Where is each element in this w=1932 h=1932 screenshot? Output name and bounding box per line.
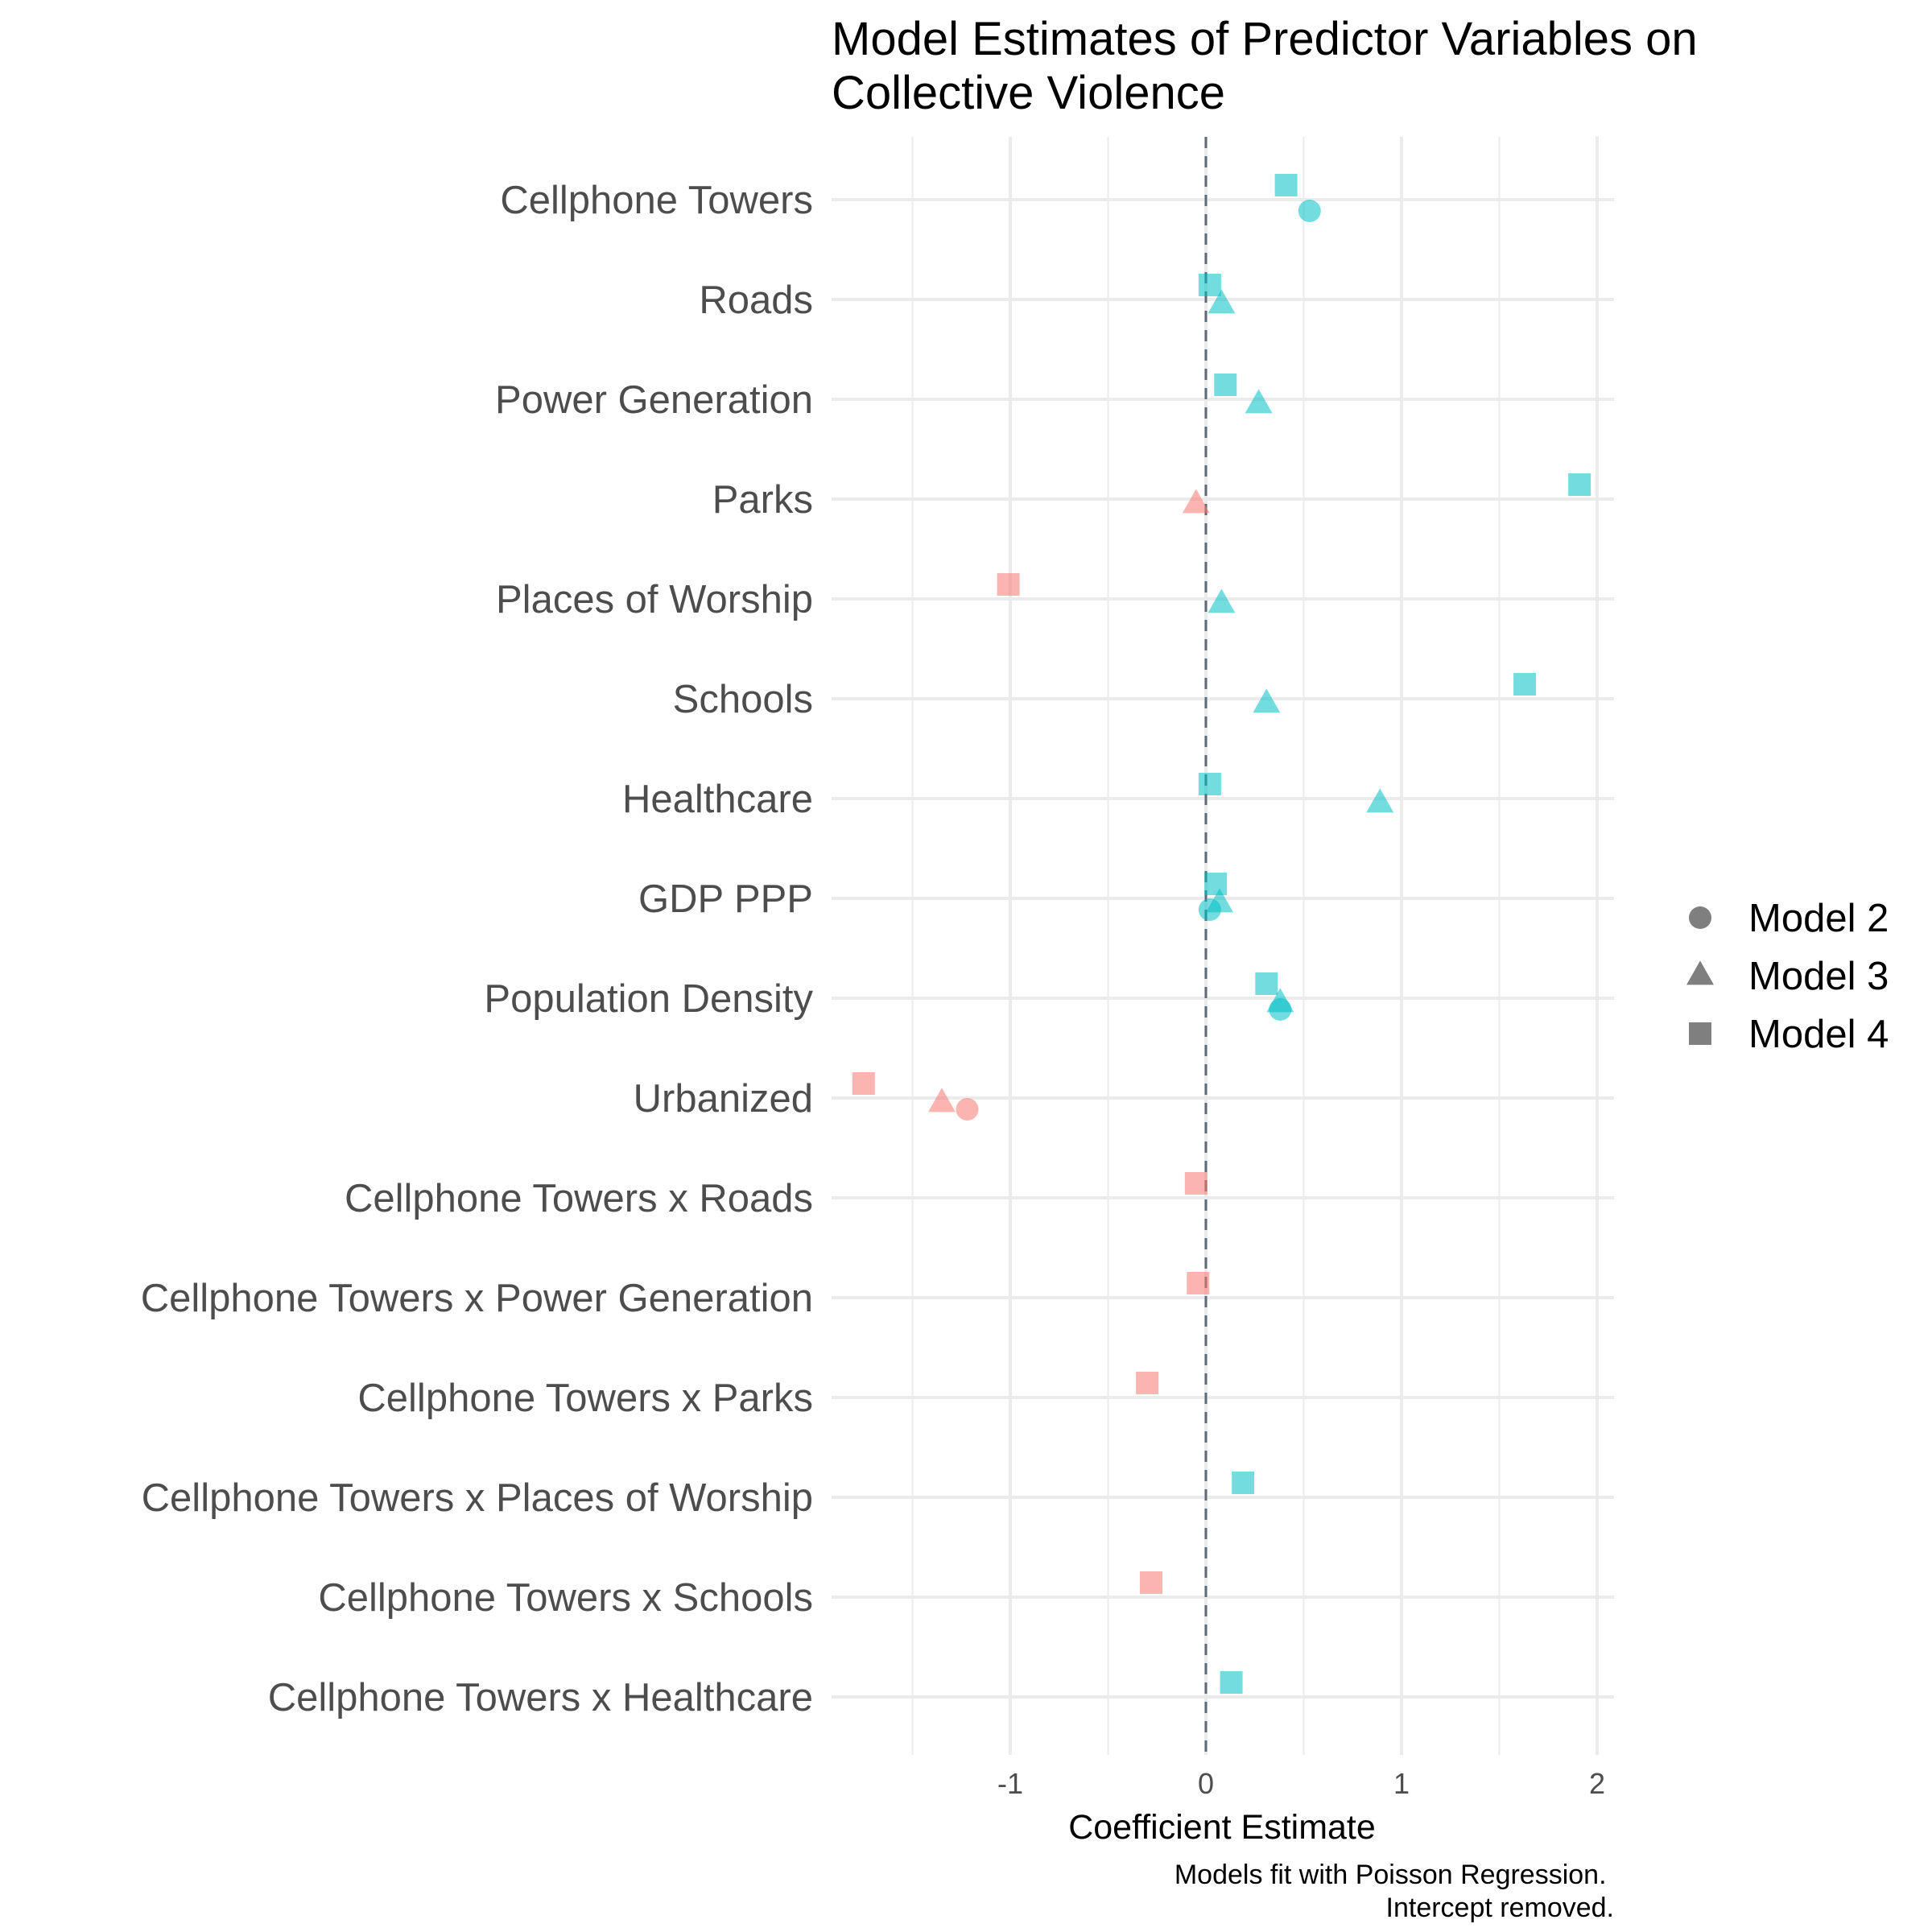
y-tick-label: Cellphone Towers x Healthcare — [268, 1676, 813, 1719]
y-tick-label: Roads — [699, 279, 813, 322]
x-tick-label: -1 — [997, 1767, 1023, 1800]
x-tick-label: 2 — [1589, 1767, 1605, 1800]
data-point-square — [997, 573, 1020, 596]
data-point-square — [1139, 1571, 1162, 1594]
x-tick-label: 0 — [1198, 1767, 1214, 1800]
chart-title-line-2: Collective Violence — [832, 67, 1225, 119]
y-tick-label: Places of Worship — [496, 578, 813, 621]
legend-label: Model 2 — [1748, 897, 1889, 940]
data-point-square — [1136, 1372, 1159, 1394]
y-tick-label: Healthcare — [622, 778, 813, 821]
legend-key-square — [1689, 1022, 1711, 1045]
legend-label: Model 4 — [1748, 1013, 1889, 1056]
data-point-square — [1274, 174, 1298, 196]
data-point-square — [1184, 1172, 1208, 1195]
y-tick-label: Urbanized — [634, 1077, 813, 1121]
y-tick-label: GDP PPP — [638, 877, 813, 921]
data-point-square — [1204, 873, 1228, 895]
data-point-circle — [956, 1098, 979, 1121]
x-tick-label: 1 — [1393, 1767, 1410, 1800]
data-point-triangle — [1366, 788, 1394, 813]
y-tick-label: Cellphone Towers x Places of Worship — [142, 1476, 813, 1520]
y-tick-label: Power Generation — [495, 378, 813, 422]
legend-key-triangle — [1686, 960, 1714, 985]
data-point-triangle — [1208, 588, 1236, 613]
data-point-circle — [1298, 200, 1321, 222]
data-point-triangle — [1208, 289, 1236, 314]
data-point-square — [1198, 274, 1221, 296]
data-point-square — [1513, 673, 1537, 696]
data-point-square — [852, 1072, 875, 1095]
chart-title: Model Estimates of Predictor Variables o… — [832, 13, 1711, 119]
data-point-square — [1232, 1472, 1255, 1494]
points-layer — [852, 174, 1591, 1694]
chart-title-line-1: Model Estimates of Predictor Variables o… — [832, 13, 1698, 65]
data-point-triangle — [1245, 389, 1273, 414]
legend-label: Model 3 — [1748, 955, 1889, 998]
legend: Model 2 Model 3 Model 4 — [1686, 897, 1889, 1056]
legend-key-circle — [1689, 906, 1711, 929]
y-tick-label: Cellphone Towers x Parks — [357, 1377, 813, 1420]
y-tick-label: Cellphone Towers x Schools — [318, 1576, 813, 1620]
x-axis-title: Coefficient Estimate — [1068, 1808, 1376, 1847]
caption-line-1: Models fit with Poisson Regression. — [1174, 1860, 1607, 1890]
y-tick-label: Cellphone Towers x Roads — [345, 1177, 813, 1220]
data-point-triangle — [1182, 489, 1210, 514]
y-tick-label: Schools — [673, 678, 813, 721]
data-point-square — [1198, 773, 1221, 795]
data-point-square — [1214, 374, 1237, 396]
y-tick-label: Parks — [712, 478, 813, 522]
x-axis: -1 0 1 2 — [997, 1767, 1605, 1800]
data-point-square — [1255, 972, 1278, 995]
data-point-triangle — [927, 1088, 956, 1113]
chart-caption: Models fit with Poisson Regression. Inte… — [1174, 1860, 1614, 1923]
y-tick-label: Cellphone Towers — [500, 179, 813, 222]
data-point-triangle — [1206, 888, 1234, 913]
caption-line-2: Intercept removed. — [1386, 1893, 1614, 1923]
data-point-square — [1220, 1671, 1243, 1694]
data-point-triangle — [1266, 988, 1294, 1013]
data-point-square — [1568, 473, 1591, 496]
data-point-triangle — [1253, 688, 1281, 713]
y-axis-labels: Cellphone Towers Roads Power Generation Par… — [141, 179, 814, 1719]
y-tick-label: Population Density — [484, 977, 813, 1021]
data-point-square — [1187, 1272, 1210, 1294]
y-tick-label: Cellphone Towers x Power Generation — [141, 1277, 813, 1320]
